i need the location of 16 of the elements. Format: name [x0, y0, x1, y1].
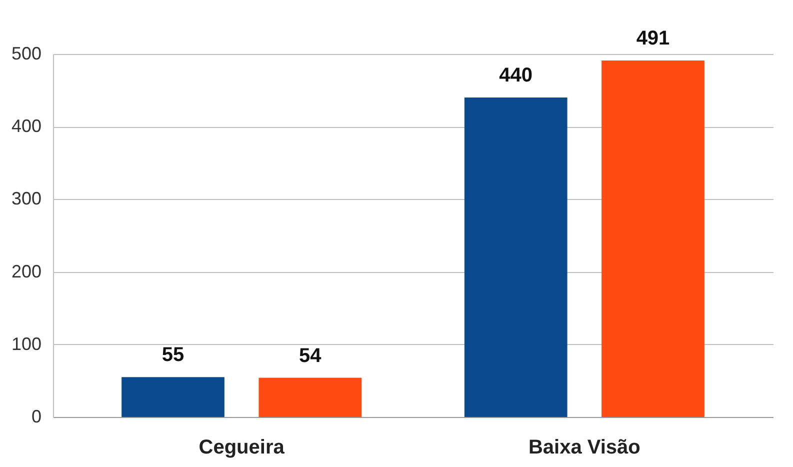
y-tick-label: 200 — [11, 261, 42, 282]
bar — [258, 378, 362, 417]
data-label: 55 — [162, 344, 184, 366]
x-tick-label: Baixa Visão — [528, 436, 640, 458]
x-tick-label: Cegueira — [198, 436, 286, 458]
data-label: 491 — [636, 28, 670, 50]
data-label: 440 — [499, 64, 533, 87]
bar — [464, 98, 568, 417]
y-tick-label: 500 — [11, 44, 42, 64]
y-tick-label: 0 — [31, 406, 42, 426]
y-tick-label: 100 — [11, 334, 42, 354]
bar — [122, 377, 224, 417]
y-tick-label: 300 — [11, 188, 42, 209]
data-label: 54 — [299, 344, 322, 367]
y-tick-label: 400 — [11, 116, 42, 136]
bar — [602, 60, 704, 417]
